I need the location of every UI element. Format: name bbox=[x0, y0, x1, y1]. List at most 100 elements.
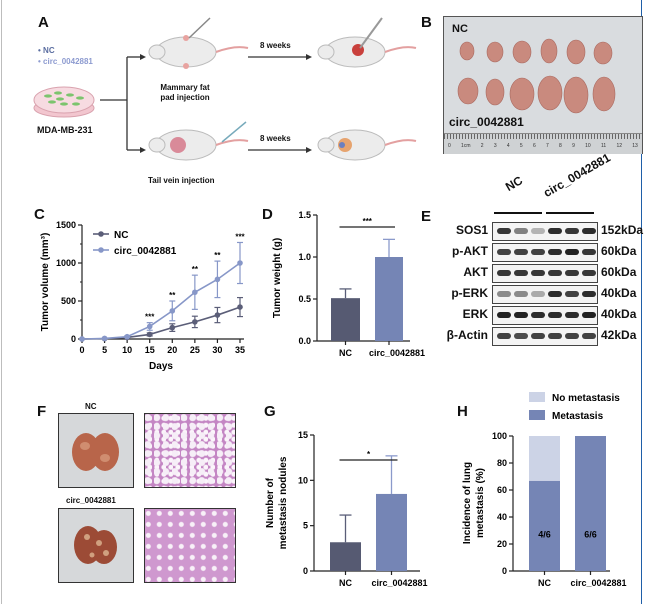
significance-marker: *** bbox=[363, 217, 373, 226]
data-point bbox=[169, 324, 176, 331]
x-axis-title: Days bbox=[149, 361, 173, 372]
y-tick-label: 0 bbox=[303, 566, 308, 576]
blot-group-nc: NC bbox=[503, 173, 526, 194]
blot-row-label: AKT bbox=[463, 265, 488, 279]
y-tick-label: 1000 bbox=[56, 258, 76, 268]
blot-row-label: p-AKT bbox=[452, 244, 488, 258]
duration-top-label: 8 weeks bbox=[260, 41, 291, 50]
blot-band bbox=[531, 249, 545, 255]
x-tick-label: circ_0042881 bbox=[371, 578, 427, 588]
figure-border-right bbox=[641, 0, 642, 604]
ruler-label: 12 bbox=[616, 143, 622, 149]
y-tick-label: 500 bbox=[61, 296, 76, 306]
data-point bbox=[237, 304, 243, 310]
blot-band bbox=[497, 270, 511, 276]
legend-label-no-metastasis: No metastasis bbox=[552, 393, 620, 404]
y-tick-label: 0.5 bbox=[298, 294, 311, 304]
ruler-label: 5 bbox=[519, 143, 523, 149]
panel-e-label: E bbox=[421, 208, 432, 225]
mouse-icon-bottom-left bbox=[148, 121, 249, 161]
blot-band bbox=[582, 312, 596, 318]
x-tick-label: 20 bbox=[167, 345, 177, 355]
legend-label: circ_0042881 bbox=[114, 246, 177, 257]
blot-band bbox=[497, 291, 511, 297]
blot-band bbox=[514, 228, 528, 234]
blot-row bbox=[492, 306, 598, 325]
blot-row-kda: 40kDa bbox=[601, 307, 637, 321]
x-tick-label: 30 bbox=[212, 345, 222, 355]
y-tick-label: 15 bbox=[298, 430, 308, 440]
legend-nc: • NC bbox=[38, 46, 55, 55]
blot-band bbox=[548, 228, 562, 234]
data-point bbox=[79, 336, 85, 342]
chart-tumor-volume: 0 500 1000 1500 0 5 10 15 20 25 30 35 Days Tumor volu… bbox=[40, 220, 246, 372]
data-point bbox=[192, 319, 198, 325]
blot-band bbox=[548, 291, 562, 297]
legend-marker bbox=[98, 231, 104, 237]
blot-band bbox=[548, 333, 562, 339]
legend-marker bbox=[98, 247, 104, 253]
blot-band bbox=[531, 333, 545, 339]
blot-row-kda: 40kDa bbox=[601, 286, 637, 300]
blot-band bbox=[548, 270, 562, 276]
y-tick-label: 1500 bbox=[56, 220, 76, 230]
data-point bbox=[214, 312, 221, 318]
y-tick-label: 1.0 bbox=[298, 252, 311, 262]
significance-marker: ** bbox=[192, 265, 199, 274]
ruler-label: 10 bbox=[585, 143, 591, 149]
route-mammary-label: Mammary fat pad injection bbox=[160, 83, 210, 102]
ruler-labels: 0 1cm 2 3 4 5 6 7 8 9 10 11 12 13 bbox=[448, 143, 638, 149]
blot-band bbox=[548, 249, 562, 255]
route-tail-vein-label: Tail vein injection bbox=[148, 176, 215, 185]
panel-d-label: D bbox=[262, 206, 273, 223]
blot-band bbox=[565, 270, 579, 276]
x-tick-label: circ_0042881 bbox=[570, 578, 626, 588]
cell-line-label: MDA-MB-231 bbox=[37, 125, 93, 135]
significance-marker: *** bbox=[235, 232, 245, 241]
blot-band bbox=[582, 249, 596, 255]
data-point bbox=[146, 331, 153, 338]
y-tick-label: 0 bbox=[71, 334, 76, 344]
bar-metastasis bbox=[575, 436, 606, 571]
blot-row-label: SOS1 bbox=[455, 223, 488, 237]
blot-row-kda: 60kDa bbox=[601, 244, 637, 258]
y-axis-title: Tumor weight (g) bbox=[272, 238, 283, 318]
legend-circ: • circ_0042881 bbox=[38, 57, 93, 66]
blot-row-kda: 152kDa bbox=[601, 223, 644, 237]
y-tick-label: 5 bbox=[303, 521, 308, 531]
ruler-label: 2 bbox=[480, 143, 484, 149]
blot-band bbox=[497, 249, 511, 255]
tumor-specimens bbox=[457, 38, 616, 114]
significance-marker: ** bbox=[214, 251, 221, 260]
tumor-photo-circ-label: circ_0042881 bbox=[449, 115, 524, 129]
blot-row-label: p-ERK bbox=[451, 286, 488, 300]
ruler: 0 1cm 2 3 4 5 6 7 8 9 10 11 12 13 bbox=[444, 133, 642, 154]
figure-border-left bbox=[1, 0, 2, 604]
x-tick-label: 0 bbox=[79, 345, 84, 355]
blot-row-label: ERK bbox=[462, 307, 488, 321]
bar-metastasis bbox=[529, 480, 560, 571]
bar-circ bbox=[376, 493, 407, 571]
panel-c-label: C bbox=[34, 206, 45, 223]
lung-nc-label: NC bbox=[85, 402, 97, 411]
x-tick-label: NC bbox=[538, 578, 551, 588]
blot-band bbox=[531, 228, 545, 234]
ruler-label: 11 bbox=[600, 143, 607, 149]
data-point bbox=[237, 260, 243, 266]
blot-group-circ: circ_0042881 bbox=[541, 150, 613, 200]
legend-swatch-metastasis bbox=[529, 410, 545, 420]
blot-band bbox=[514, 291, 528, 297]
data-point bbox=[124, 333, 130, 340]
tumor-photo: NC circ_0042881 0 1cm 2 3 4 5 6 7 8 9 10 11 12 13 bbox=[443, 16, 643, 154]
blot-band bbox=[565, 291, 579, 297]
blot-band bbox=[531, 291, 545, 297]
ruler-label: 6 bbox=[532, 143, 536, 149]
bar-nc bbox=[331, 298, 360, 341]
y-tick-label: 40 bbox=[497, 512, 507, 522]
legend-swatch-no-metastasis bbox=[529, 392, 545, 402]
blot-group-nc-bar bbox=[494, 212, 542, 214]
x-tick-label: 25 bbox=[190, 345, 200, 355]
x-tick-label: NC bbox=[339, 348, 352, 358]
blot-band bbox=[582, 291, 596, 297]
lung-photo-circ bbox=[58, 508, 134, 583]
